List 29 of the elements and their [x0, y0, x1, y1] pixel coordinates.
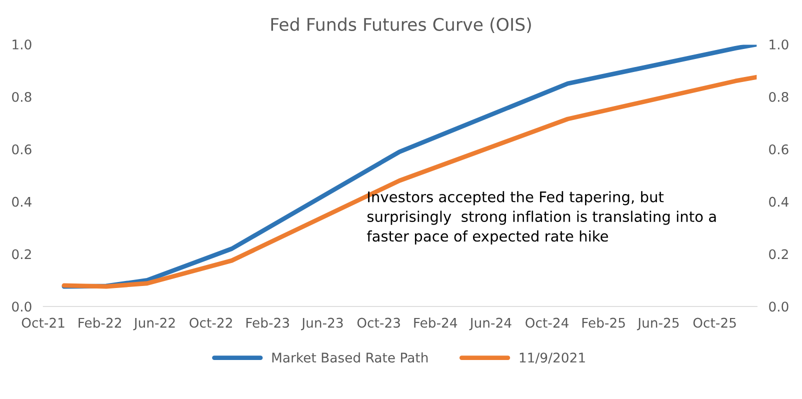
y-tick-label: 0.8 — [12, 92, 32, 102]
x-tick-label: Oct-25 — [693, 318, 736, 328]
x-tick-label: Jun-25 — [636, 318, 679, 330]
legend-label: Market Based Rate Path — [272, 352, 428, 363]
legend-label: 11/9/2021 — [520, 352, 585, 364]
y2-tick-label: 0.2 — [769, 249, 788, 260]
x-tick-label: Feb-25 — [582, 318, 625, 328]
y2-tick-label: 0.4 — [769, 196, 788, 207]
y-tick-label: 0.0 — [12, 302, 32, 312]
x-tick-label: Oct-23 — [357, 318, 400, 328]
x-tick-label: Oct-21 — [22, 318, 64, 328]
y-tick-label: 0.2 — [12, 249, 31, 260]
x-tick-label: Feb-22 — [78, 318, 121, 328]
y2-tick-label: 0.0 — [769, 302, 788, 312]
chart-title: Fed Funds Futures Curve (OIS) — [271, 18, 531, 34]
x-tick-label: Jun-24 — [469, 318, 512, 330]
y2-tick-label: 0.8 — [769, 92, 788, 102]
y2-tick-label: 1.0 — [770, 40, 788, 50]
x-tick-label: Oct-22 — [190, 318, 232, 328]
x-tick-label: Jun-23 — [300, 318, 343, 330]
y2-tick-label: 0.6 — [769, 144, 788, 154]
annotation: Investors accepted the Fed tapering, but surprisingly strong inflation is translating into a faster pace of expected rate hike — [366, 191, 716, 245]
x-tick-label: Feb-23 — [246, 318, 289, 328]
x-tick-label: Feb-24 — [414, 318, 458, 328]
x-tick-label: Jun-22 — [133, 318, 175, 330]
y-tick-label: 0.6 — [12, 144, 32, 154]
y-tick-label: 1.0 — [12, 40, 32, 50]
x-tick-label: Oct-24 — [526, 318, 568, 328]
y-tick-label: 0.4 — [12, 196, 32, 207]
